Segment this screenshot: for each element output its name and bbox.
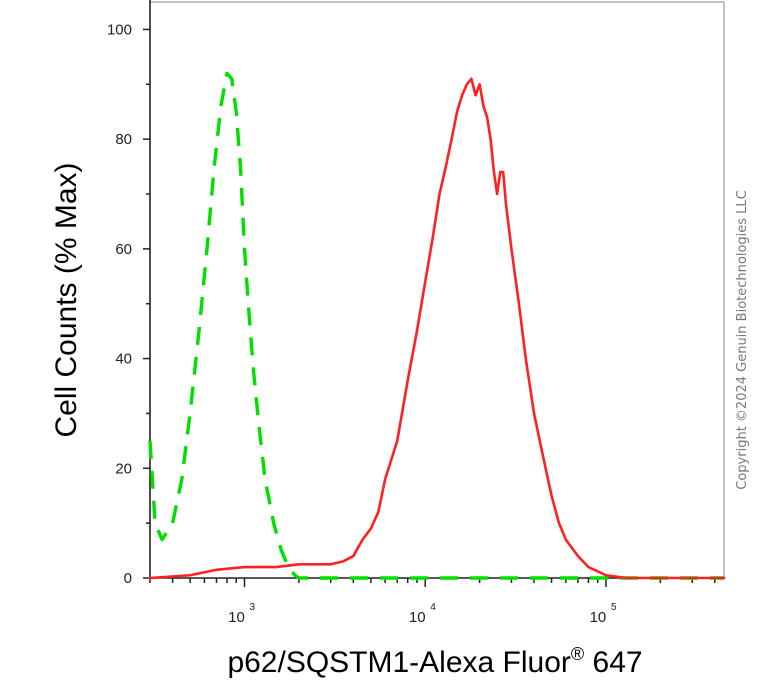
- y-tick-label: 20: [115, 460, 132, 477]
- y-axis-label: Cell Counts (% Max): [50, 162, 83, 437]
- x-axis-label: p62/SQSTM1-Alexa Fluor® 647: [227, 644, 642, 679]
- x-tick-label: 10: [228, 609, 245, 626]
- x-tick-exponent: 4: [430, 602, 436, 613]
- y-tick-label: 80: [115, 131, 132, 148]
- plot-frame: [149, 0, 725, 579]
- series-layer: [148, 71, 726, 580]
- y-tick-label: 100: [107, 21, 132, 38]
- y-tick-label: 40: [115, 351, 132, 368]
- y-axis-ticks: 0 20 40 60 80 100: [107, 21, 150, 587]
- x-axis-label-superscript: ®: [571, 644, 584, 664]
- x-axis-label-main: p62/SQSTM1-Alexa Fluor: [227, 646, 570, 679]
- copyright-watermark: Copyright ©2024 Genuin Biotechnologies L…: [735, 190, 750, 489]
- isotype-control-curve: [148, 71, 724, 580]
- x-axis-label-suffix: 647: [584, 646, 642, 679]
- x-tick-exponent: 5: [611, 602, 617, 613]
- x-tick-label: 10: [409, 609, 426, 626]
- y-tick-label: 60: [115, 241, 132, 258]
- x-axis-ticks: 10 3 10 4 10 5: [149, 578, 716, 626]
- y-tick-label: 0: [124, 570, 132, 587]
- sample-curve: [148, 77, 726, 580]
- x-tick-label: 10: [590, 609, 607, 626]
- x-tick-exponent: 3: [249, 602, 255, 613]
